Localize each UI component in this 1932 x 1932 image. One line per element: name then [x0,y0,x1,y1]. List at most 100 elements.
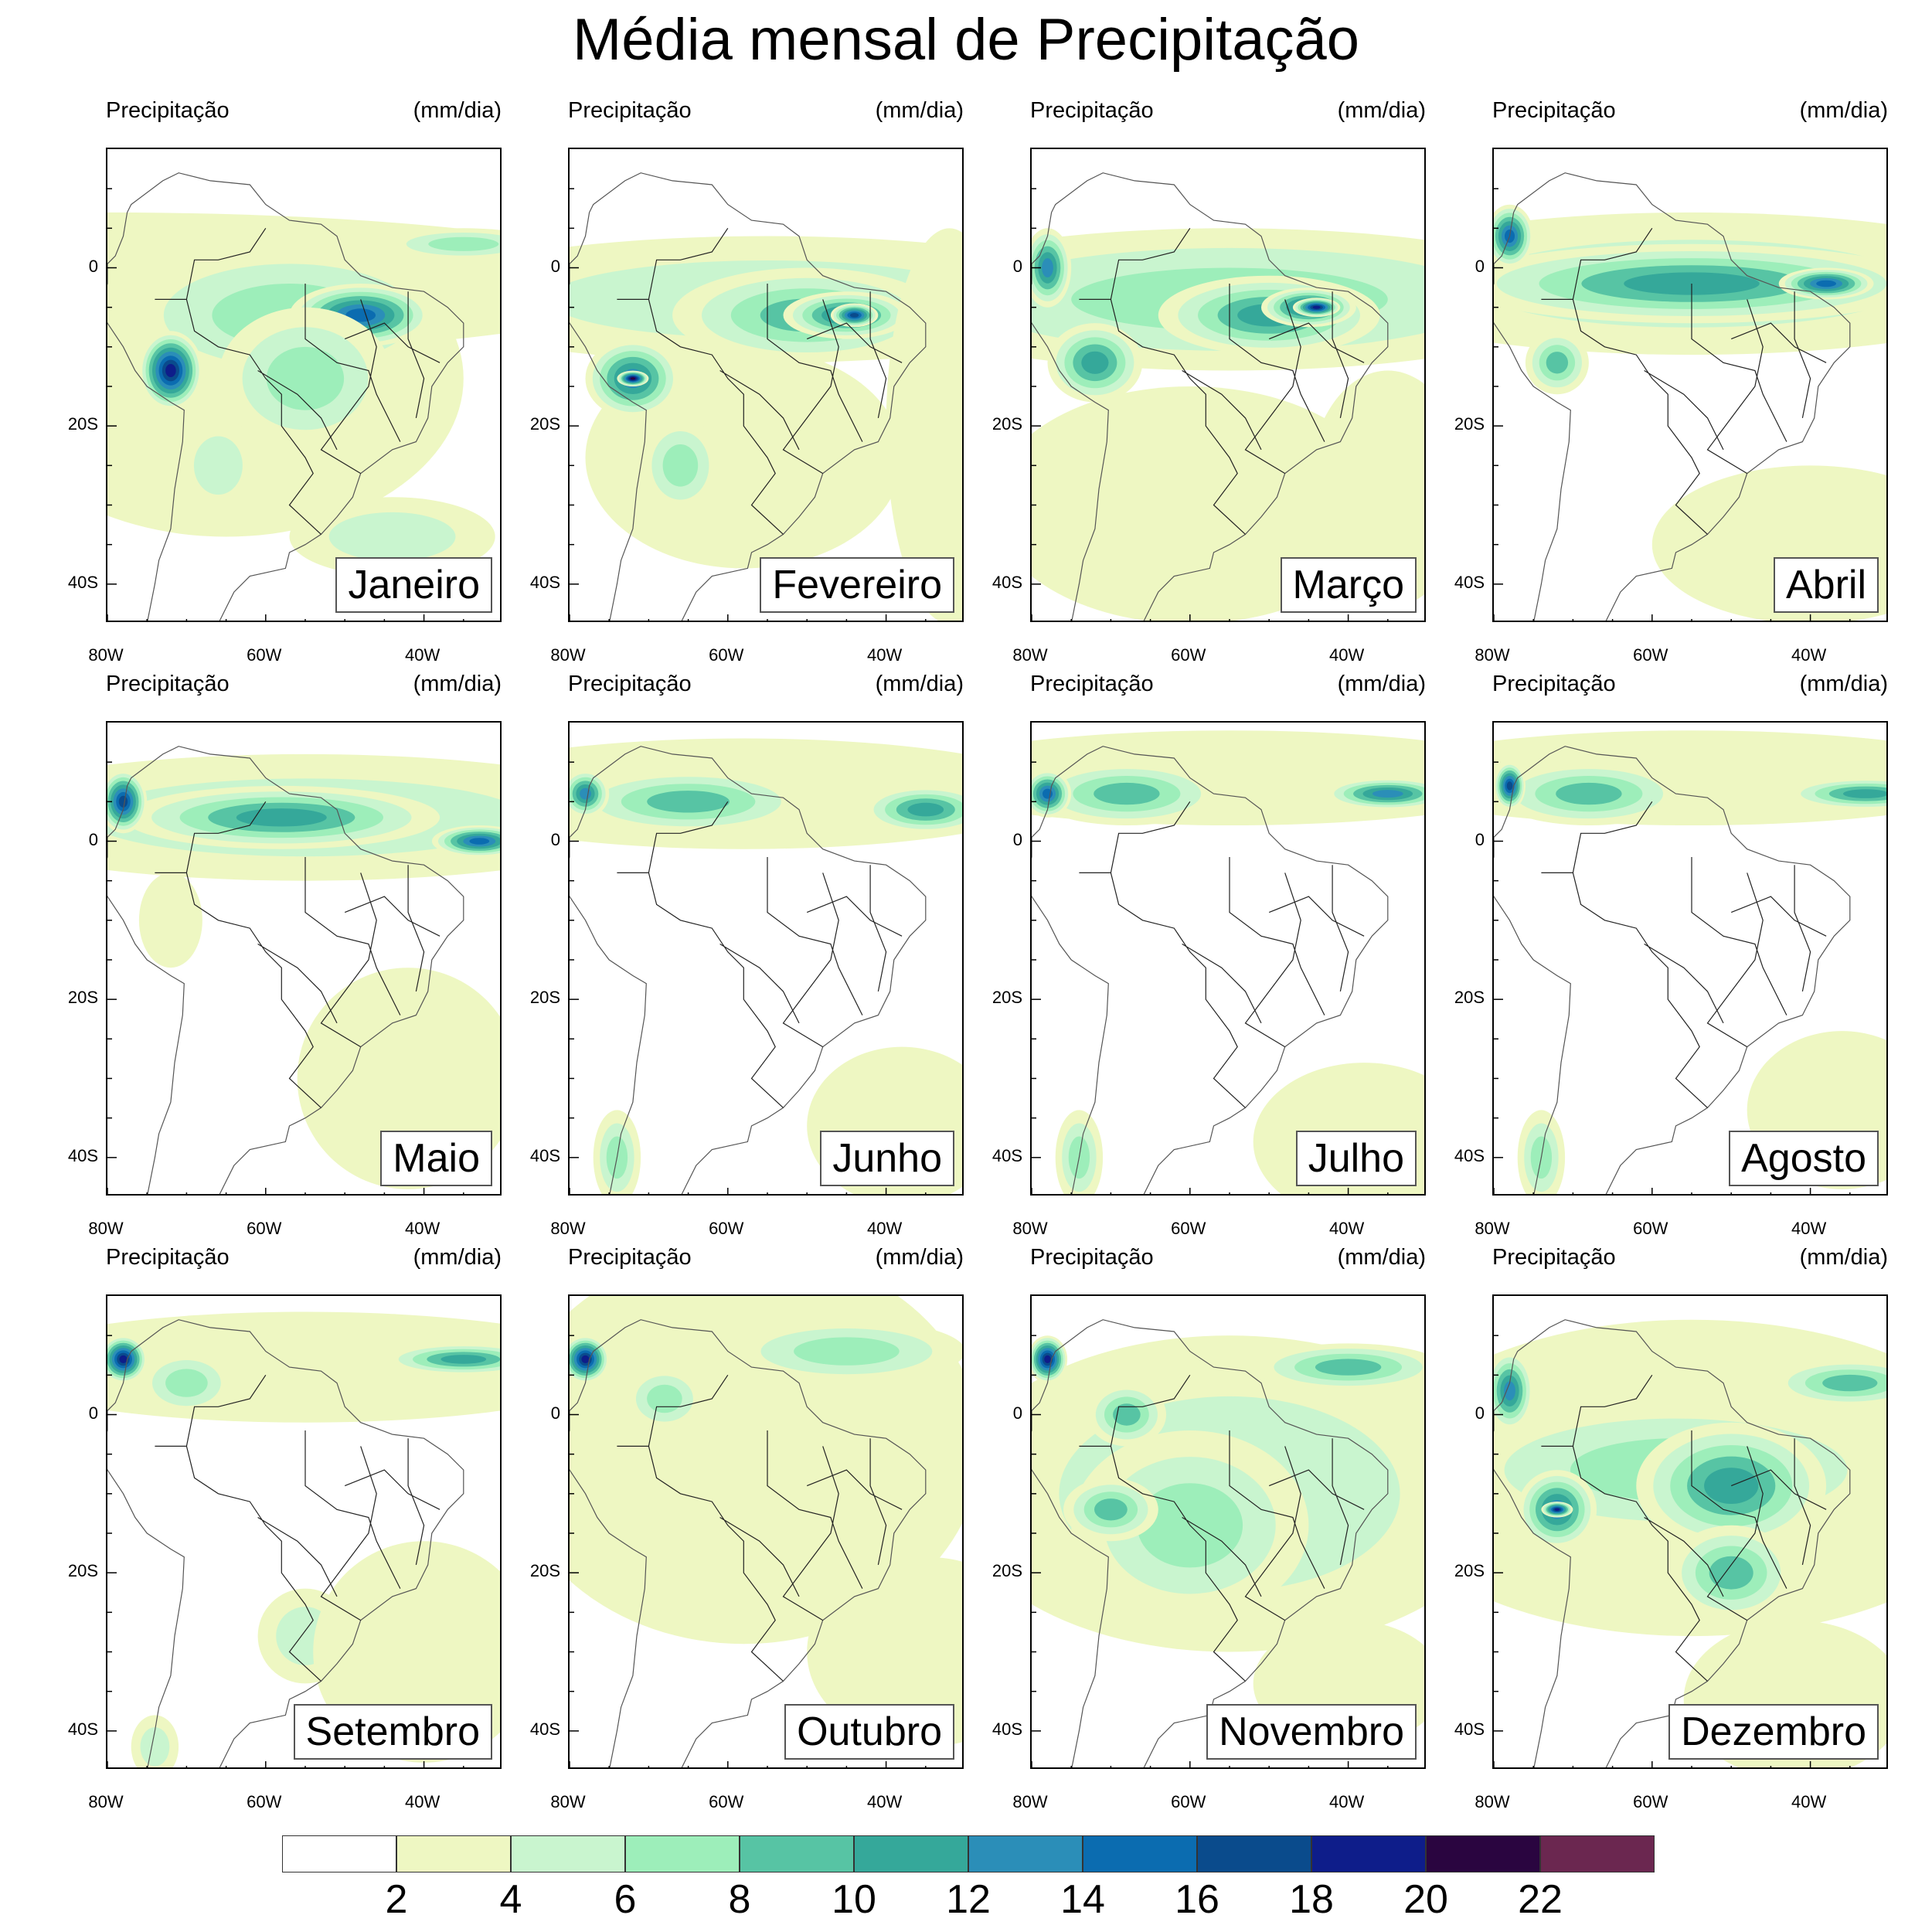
colorbar [282,1835,1655,1872]
precip-contour [807,1556,962,1747]
map-plot-area: Março [1030,148,1426,622]
x-tick-label: 80W [1475,645,1510,665]
precip-contour [1312,305,1321,309]
y-tick-label: 40S [529,572,560,592]
political-borders [155,801,440,1108]
precipitation-field [107,172,500,621]
y-tick-label: 40S [992,1145,1022,1165]
y-tick-label: 0 [1475,256,1485,276]
colorbar-swatch [740,1835,854,1872]
coastline [1032,172,1389,621]
map-panel: Precipitação (mm/dia) Junho 0 20S 40S 80W 60W 40… [462,573,964,1238]
precip-contour [165,364,176,377]
x-tick-label: 60W [1171,645,1206,665]
precip-contour [1506,781,1513,791]
map-panel: Precipitação (mm/dia) Maio 0 20S 40S 80W 60W 40W [0,573,502,1238]
precip-contour [193,436,243,495]
panel-variable-title: Precipitação [1492,98,1616,123]
precip-contour [118,795,128,808]
precip-contour [440,1355,487,1364]
political-borders [1541,227,1827,535]
precip-contour [1094,1498,1128,1521]
political-borders [1541,1374,1827,1682]
x-tick-label: 40W [866,645,903,665]
x-tick-label: 40W [866,1219,903,1238]
political-borders [617,1374,903,1682]
colorbar-swatch [1426,1835,1540,1872]
month-label: Outubro [784,1704,954,1760]
precipitation-field [1032,730,1424,1194]
x-tick-label: 40W [866,1792,903,1811]
month-label: Dezembro [1668,1704,1879,1760]
map-plot-area: Novembro [1030,1294,1426,1769]
panel-units-title: (mm/dia) [413,672,502,696]
panel-variable-title: Precipitação [1492,672,1616,696]
panel-variable-title: Precipitação [106,672,230,696]
precip-contour [581,1355,590,1363]
y-tick-label: 40S [529,1145,560,1165]
map-plot-area: Julho [1030,721,1426,1196]
map-panel: Precipitação (mm/dia) Agosto 0 20S 40S 80W 60W 4… [1386,573,1888,1238]
colorbar-label: 14 [1060,1877,1105,1922]
month-label: Julho [1295,1131,1417,1186]
precip-contour [630,377,635,380]
coastline [107,172,464,621]
y-tick-label: 0 [1012,1403,1022,1423]
panel-units-title: (mm/dia) [875,98,964,123]
precipitation-field [570,1296,962,1767]
panel-units-title: (mm/dia) [875,672,964,696]
figure-title: Média mensal de Precipitação [572,7,1360,73]
colorbar-swatch [1197,1835,1311,1872]
y-tick-label: 0 [550,829,560,849]
map-panel: Precipitação (mm/dia) Julho 0 20S 40S 80W 60W 40… [924,573,1426,1238]
x-tick-label: 80W [550,1219,586,1238]
precipitation-field [1494,730,1886,1194]
colorbar-label: 20 [1403,1877,1448,1922]
y-tick-label: 40S [67,1145,98,1165]
political-borders [1079,801,1365,1108]
precip-contour [886,228,962,621]
coastline [1494,1319,1851,1767]
month-label: Agosto [1729,1131,1879,1186]
panel-variable-title: Precipitação [1030,672,1154,696]
y-tick-label: 20S [1454,1561,1485,1581]
y-tick-label: 20S [992,988,1022,1008]
precip-contour [469,838,490,845]
coastline [1032,1319,1389,1767]
panel-variable-title: Precipitação [106,1245,230,1270]
coastline [570,746,927,1194]
month-label: Setembro [293,1704,492,1760]
political-borders [1541,801,1827,1108]
x-tick-label: 80W [1012,645,1048,665]
y-tick-label: 40S [529,1719,560,1739]
panel-variable-title: Precipitação [568,1245,692,1270]
x-tick-label: 80W [550,645,586,665]
precip-contour [647,1384,682,1413]
y-tick-label: 20S [67,1561,98,1581]
precip-contour [165,1369,208,1397]
precip-contour [907,802,944,817]
x-tick-label: 40W [1328,1792,1365,1811]
y-tick-label: 0 [88,256,98,276]
map-plot-area: Agosto [1492,721,1888,1196]
map-panel: Precipitação (mm/dia) Janeiro 0 20S 40S 80W 60W… [0,0,502,665]
x-tick-label: 60W [709,1219,744,1238]
x-tick-label: 80W [1475,1219,1510,1238]
colorbar-label: 16 [1175,1877,1219,1922]
colorbar-label: 4 [499,1877,522,1922]
coastline [1032,746,1389,1194]
map-panel: Precipitação (mm/dia) Outubro 0 20S 40S 80W 60W… [462,1146,964,1811]
political-borders [155,227,440,535]
month-label: Junho [820,1131,954,1186]
colorbar-swatch [625,1835,740,1872]
precip-contour [428,236,499,251]
precip-contour [1315,1359,1382,1376]
y-tick-label: 0 [88,1403,98,1423]
colorbar-swatch [511,1835,625,1872]
map-plot-area: Dezembro [1492,1294,1888,1769]
x-tick-label: 80W [1012,1219,1048,1238]
y-tick-label: 40S [1454,1145,1485,1165]
precip-contour [1816,280,1836,287]
precip-contour [266,346,345,410]
colorbar-swatch [396,1835,511,1872]
